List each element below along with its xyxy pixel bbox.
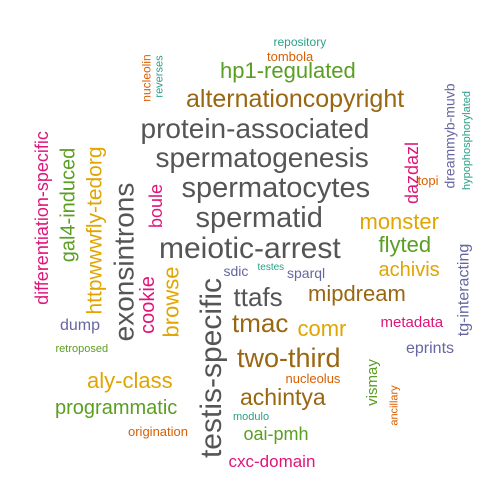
word-mipdream: mipdream [308, 281, 406, 306]
word-spermatocytes: spermatocytes [181, 171, 371, 204]
word-testis-specific: testis-specific [195, 277, 229, 459]
word-sdic: sdic [223, 263, 249, 279]
word-alternationcopyright: alternationcopyright [186, 84, 405, 113]
word-programmatic: programmatic [55, 397, 178, 419]
word-dump: dump [60, 317, 101, 334]
word-vismay: vismay [363, 358, 381, 406]
word-achivis: achivis [378, 259, 440, 281]
word-tombola: tombola [267, 48, 314, 64]
word-httpwwwfly-tedorg: httpwwwfly-tedorg [83, 145, 107, 315]
word-two-third: two-third [237, 342, 341, 373]
word-modulo: modulo [233, 410, 270, 423]
word-repository: repository [273, 35, 327, 49]
word-reverses: reverses [153, 54, 166, 98]
word-nucleolus: nucleolus [285, 370, 341, 386]
word-hp1-regulated: hp1-regulated [220, 58, 356, 83]
word-spermatogenesis: spermatogenesis [155, 142, 369, 173]
word-ancillary: ancillary [388, 384, 401, 426]
word-testes: testes [257, 262, 285, 273]
word-protein-associated: protein-associated [140, 113, 370, 144]
word-tmac: tmac [232, 308, 289, 338]
word-boule: boule [146, 183, 167, 229]
word-origination: origination [128, 423, 188, 439]
word-metadata: metadata [380, 313, 444, 331]
word-achintya: achintya [240, 383, 326, 410]
word-cookie: cookie [136, 276, 159, 334]
word-tg-interacting: tg-interacting [454, 243, 472, 337]
word-oai-pmh: oai-pmh [243, 424, 309, 444]
word-topi: topi [417, 172, 439, 188]
word-monster: monster [359, 209, 439, 234]
word-sparql: sparql [287, 265, 326, 281]
word-exonsintrons: exonsintrons [107, 182, 139, 342]
word-eprints: eprints [406, 340, 455, 357]
word-spermatid: spermatid [195, 201, 323, 234]
word-browse: browse [157, 266, 183, 338]
word-gal4-induced: gal4-induced [56, 147, 79, 263]
word-cxc-domain: cxc-domain [228, 451, 316, 471]
word-nucleolin: nucleolin [139, 54, 154, 102]
word-ttafs: ttafs [233, 282, 283, 312]
word-differentiation-specific: differentiation-specific [31, 131, 52, 305]
word-dreammyb-muvb: dreammyb-muvb [441, 83, 458, 189]
word-aly-class: aly-class [87, 368, 173, 393]
word-retroposed: retroposed [55, 342, 109, 355]
word-flyted: flyted [378, 232, 432, 257]
word-comr: comr [297, 316, 347, 341]
word-meiotic-arrest: meiotic-arrest [159, 232, 341, 265]
word-hypophosphorylated: hypophosphorylated [460, 90, 473, 190]
